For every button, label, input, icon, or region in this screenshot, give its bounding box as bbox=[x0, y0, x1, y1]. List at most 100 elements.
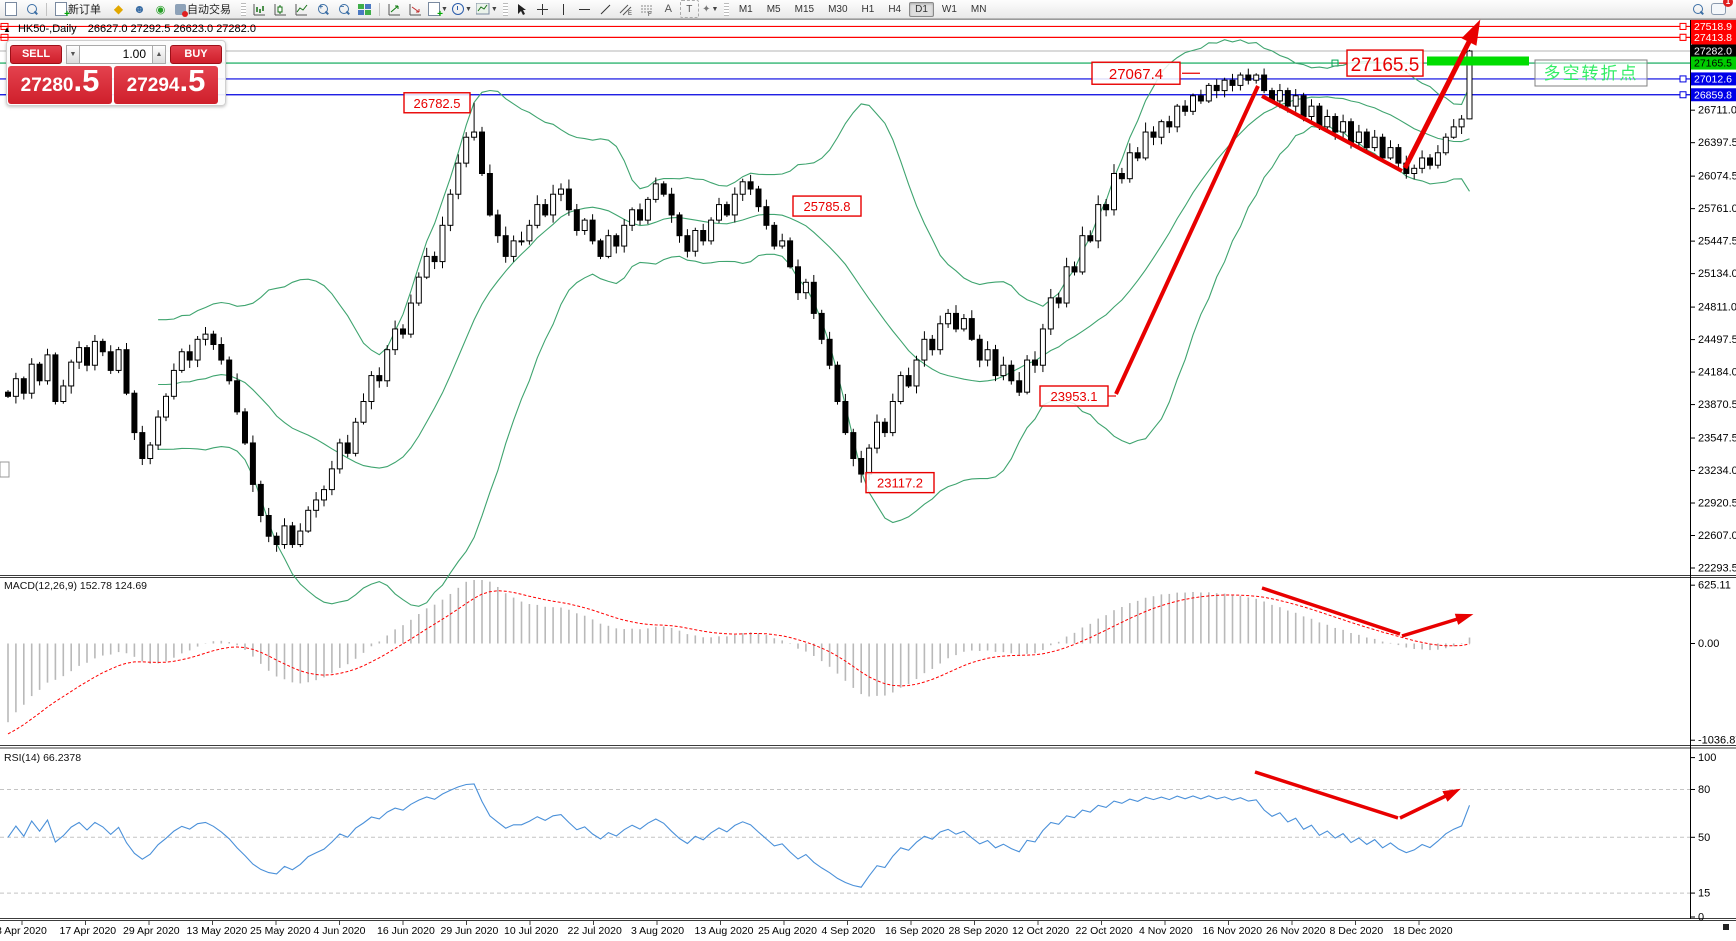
pivot-label-box[interactable] bbox=[1534, 59, 1648, 87]
new-order-button[interactable]: + 新订单 bbox=[52, 0, 107, 20]
zoom-in-icon[interactable]: + bbox=[313, 0, 332, 18]
trendline-tool-icon[interactable] bbox=[596, 0, 615, 18]
price-tag-label: 27282.0 bbox=[1694, 46, 1732, 58]
new-chart-icon[interactable] bbox=[1, 0, 20, 18]
macd-histogram-bar bbox=[978, 643, 981, 651]
candle-body bbox=[692, 230, 699, 252]
text-tool-icon[interactable]: A bbox=[664, 3, 672, 15]
periods-dropdown[interactable]: ▼ bbox=[451, 0, 473, 18]
price-annotation-box[interactable] bbox=[865, 471, 935, 494]
candle-body bbox=[526, 224, 533, 242]
terminal-icon[interactable]: ☻ bbox=[133, 2, 146, 16]
signals-icon[interactable]: ◉ bbox=[155, 3, 166, 16]
label-tool-icon[interactable]: T bbox=[679, 0, 699, 18]
candle-body bbox=[44, 354, 51, 382]
add-indicator-dropdown[interactable]: + ▼ bbox=[427, 0, 449, 20]
candle-body bbox=[289, 525, 296, 546]
candle-body bbox=[155, 416, 162, 446]
bar-chart-mode-icon[interactable] bbox=[250, 0, 269, 18]
price-annotation-box[interactable] bbox=[1039, 385, 1109, 407]
macd-histogram-bar bbox=[1057, 641, 1060, 644]
price-annotation-box[interactable] bbox=[1091, 61, 1181, 85]
tf-button-h1[interactable]: H1 bbox=[861, 3, 875, 15]
candle-body bbox=[581, 219, 588, 232]
macd-histogram-bar bbox=[1160, 594, 1163, 644]
macd-histogram-bar bbox=[267, 643, 270, 671]
fibonacci-tool-icon[interactable]: F bbox=[638, 0, 657, 18]
line-handle[interactable] bbox=[1679, 75, 1687, 83]
buy-button[interactable]: BUY bbox=[170, 44, 222, 64]
profiles-icon[interactable] bbox=[22, 0, 41, 18]
tf-button-m15[interactable]: M15 bbox=[794, 3, 815, 15]
trend-arrow[interactable] bbox=[1114, 85, 1260, 395]
macd-histogram-bar bbox=[963, 643, 965, 652]
price-annotation-box[interactable] bbox=[403, 92, 471, 114]
tf-button-w1[interactable]: W1 bbox=[941, 3, 957, 15]
date-label: 28 Sep 2020 bbox=[949, 925, 1009, 937]
line-handle[interactable] bbox=[1679, 33, 1687, 41]
cursor-tool-icon[interactable] bbox=[512, 0, 531, 18]
line-handle[interactable] bbox=[0, 22, 9, 30]
candle-body bbox=[1111, 172, 1117, 211]
macd-histogram-bar bbox=[1334, 627, 1336, 644]
tf-button-mn[interactable]: MN bbox=[970, 3, 987, 15]
line-handle[interactable] bbox=[1679, 22, 1687, 30]
vertical-line-tool-icon[interactable] bbox=[554, 0, 573, 18]
tf-button-m30[interactable]: M30 bbox=[828, 3, 848, 15]
volume-decrease-button[interactable]: ▼ bbox=[66, 44, 80, 64]
candle-body bbox=[779, 240, 786, 247]
channel-tool-icon[interactable]: E bbox=[617, 0, 636, 18]
trend-arrow[interactable] bbox=[1261, 586, 1401, 636]
chart-canvas[interactable]: 26711.0 26397.5 26074.5 25761.0 25447.5 25134… bbox=[0, 18, 1736, 941]
sell-price-button[interactable]: 27280.5 bbox=[8, 65, 112, 104]
notifications-icon[interactable]: 1 bbox=[1709, 0, 1733, 18]
line-handle[interactable] bbox=[0, 33, 9, 41]
tf-button-m5[interactable]: M5 bbox=[766, 3, 781, 15]
candle-body bbox=[1434, 152, 1441, 166]
tf-button-d1[interactable]: D1 bbox=[909, 1, 934, 17]
trend-arrow[interactable] bbox=[1261, 94, 1403, 173]
macd-histogram-bar bbox=[1192, 591, 1194, 644]
macd-histogram-bar bbox=[710, 637, 712, 644]
candle-body bbox=[1245, 74, 1252, 81]
tf-button-m1[interactable]: M1 bbox=[738, 3, 753, 15]
macd-histogram-bar bbox=[1413, 643, 1415, 649]
clipped-object-label[interactable] bbox=[0, 461, 10, 478]
autotrading-button[interactable]: 自动交易 bbox=[172, 0, 237, 18]
macd-histogram-bar bbox=[157, 643, 159, 664]
price-annotation-box[interactable] bbox=[1346, 49, 1424, 77]
date-label: 16 Nov 2020 bbox=[1203, 925, 1263, 937]
line-handle[interactable] bbox=[1679, 91, 1687, 99]
candle-body bbox=[1284, 90, 1291, 107]
volume-increase-button[interactable]: ▲ bbox=[152, 44, 166, 64]
templates-dropdown[interactable]: ▼ bbox=[475, 0, 499, 18]
candle-body bbox=[921, 338, 928, 361]
expand-triangle-icon[interactable]: ▲ bbox=[3, 25, 11, 34]
macd-histogram-bar bbox=[749, 632, 752, 644]
trend-arrow[interactable] bbox=[1254, 770, 1399, 820]
zoom-out-icon[interactable]: − bbox=[334, 0, 353, 18]
trend-arrow[interactable] bbox=[1401, 615, 1465, 638]
horizontal-line-tool-icon[interactable] bbox=[575, 0, 594, 18]
sell-button[interactable]: SELL bbox=[10, 44, 62, 64]
objects-list-icon[interactable] bbox=[406, 0, 425, 18]
macd-histogram-bar bbox=[1152, 596, 1155, 644]
trend-arrow[interactable] bbox=[1399, 791, 1453, 820]
indicators-icon[interactable] bbox=[385, 0, 404, 18]
volume-input[interactable] bbox=[80, 44, 152, 64]
candlestick-mode-icon[interactable] bbox=[271, 0, 290, 18]
search-icon[interactable] bbox=[1688, 0, 1707, 18]
candle-body bbox=[234, 380, 241, 413]
crosshair-tool-icon[interactable] bbox=[533, 0, 552, 18]
tile-windows-icon[interactable] bbox=[355, 0, 374, 18]
trend-arrow[interactable] bbox=[1402, 30, 1477, 170]
tf-button-h4[interactable]: H4 bbox=[888, 3, 902, 15]
metaeditor-icon[interactable]: ◆ bbox=[113, 2, 124, 16]
macd-histogram-bar bbox=[38, 643, 41, 690]
line-chart-mode-icon[interactable] bbox=[292, 0, 311, 18]
shapes-dropdown[interactable]: ✦ ▼ bbox=[702, 3, 719, 15]
price-annotation-box[interactable] bbox=[792, 195, 862, 217]
buy-price-button[interactable]: 27294.5 bbox=[114, 65, 218, 104]
price-tag bbox=[1691, 44, 1736, 58]
price-tick-label: 23870.5 bbox=[1698, 399, 1736, 411]
